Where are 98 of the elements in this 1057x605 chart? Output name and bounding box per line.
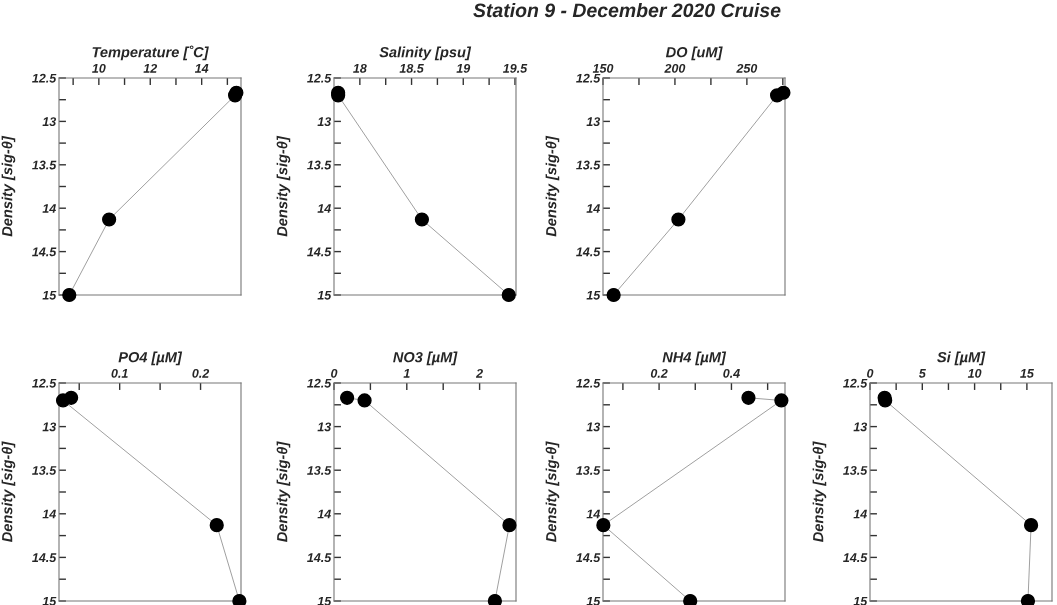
y-tick-label: 13.5 <box>32 466 57 475</box>
y-tick-label: 15 <box>42 596 57 605</box>
x-tick-label: 18.5 <box>399 63 424 73</box>
y-tick-label: 15 <box>317 290 332 300</box>
point <box>596 518 611 533</box>
y-tick-label: 12.5 <box>32 378 57 388</box>
point <box>606 287 621 303</box>
point <box>683 593 698 605</box>
y-tick-label: 12.5 <box>843 378 868 388</box>
x-tick-label: 1 <box>403 369 410 378</box>
y-tick-label: 15 <box>586 290 601 300</box>
y-tick-label: 15 <box>586 596 601 605</box>
y-tick-label: 15 <box>853 596 868 605</box>
y-tick-label: 14.5 <box>307 247 332 257</box>
x-tick-label: 0.2 <box>650 368 668 378</box>
point <box>414 212 429 227</box>
x-tick-label: 15 <box>1020 369 1034 378</box>
point <box>501 287 516 303</box>
x-axis-title: NO3 [µM] <box>393 351 458 366</box>
x-tick-label: 0.1 <box>111 368 128 378</box>
point <box>209 518 224 533</box>
y-axis-title: Density [sig-θ] <box>545 441 560 542</box>
point <box>340 390 355 405</box>
y-tick-label: 14 <box>42 509 57 519</box>
chart-title: Station 9 - December 2020 Cruise <box>473 2 781 18</box>
point <box>357 393 372 408</box>
point <box>55 393 71 408</box>
point <box>1020 593 1036 605</box>
point <box>102 212 117 227</box>
x-axis-title: DO [uM] <box>665 46 723 61</box>
x-tick-label: 150 <box>592 63 614 73</box>
point <box>487 593 502 605</box>
y-tick-label: 12.5 <box>307 378 332 388</box>
x-tick-label: 19 <box>456 63 471 73</box>
y-tick-label: 14 <box>586 204 601 213</box>
y-tick-label: 14.5 <box>32 553 57 563</box>
y-tick-label: 13.5 <box>576 466 601 475</box>
y-tick-label: 13 <box>317 117 332 127</box>
x-tick-label: 0 <box>867 368 874 378</box>
y-tick-label: 14.5 <box>576 247 601 257</box>
y-tick-label: 15 <box>317 596 332 605</box>
y-axis-title: Density [sig-θ] <box>1 135 16 237</box>
y-tick-label: 14 <box>586 509 601 519</box>
y-axis-title: Density [sig-θ] <box>1 441 16 542</box>
x-tick-label: 18 <box>353 63 367 73</box>
y-tick-label: 13 <box>42 117 57 127</box>
point <box>62 287 77 303</box>
y-tick-label: 13.5 <box>843 466 868 475</box>
y-tick-label: 14 <box>42 204 57 213</box>
x-axis-title: PO4 [µM] <box>118 351 183 366</box>
point <box>741 390 756 405</box>
point <box>232 593 247 605</box>
y-tick-label: 14.5 <box>307 553 332 563</box>
x-tick-label: 10 <box>967 368 982 378</box>
x-tick-label: 0 <box>331 368 338 378</box>
x-tick-label: 0.4 <box>723 368 740 378</box>
y-tick-label: 13 <box>853 422 868 432</box>
y-tick-label: 13 <box>586 117 601 127</box>
y-tick-label: 14 <box>317 509 332 519</box>
y-tick-label: 14.5 <box>32 247 57 257</box>
y-tick-label: 15 <box>42 290 57 300</box>
point <box>1023 518 1039 533</box>
y-axis-title: Density [sig-θ] <box>545 135 560 237</box>
x-axis-title: Si [µM] <box>937 351 986 366</box>
x-tick-label: 0.2 <box>192 368 210 378</box>
y-tick-label: 12.5 <box>32 73 57 83</box>
point <box>769 88 785 103</box>
y-tick-label: 13.5 <box>307 466 332 475</box>
y-tick-label: 12.5 <box>576 378 601 388</box>
x-tick-label: 5 <box>918 369 926 378</box>
y-tick-label: 13.5 <box>32 160 57 170</box>
y-tick-label: 14 <box>317 204 332 213</box>
x-tick-label: 200 <box>664 63 686 73</box>
y-axis-title: Density [sig-θ] <box>812 441 827 542</box>
y-tick-label: 14.5 <box>576 553 601 563</box>
x-axis-title: NH4 [µM] <box>662 351 727 366</box>
x-axis-title: Temperature [˚C] <box>92 45 209 61</box>
point <box>671 212 686 227</box>
x-tick-label: 2 <box>475 368 483 378</box>
y-tick-label: 14 <box>853 509 868 519</box>
y-tick-label: 13 <box>317 422 332 432</box>
y-tick-label: 12.5 <box>307 73 332 83</box>
y-tick-label: 13.5 <box>576 160 601 170</box>
y-axis-title: Density [sig-θ] <box>276 135 291 237</box>
point <box>774 393 789 408</box>
y-tick-label: 13 <box>42 422 57 432</box>
x-axis-title: Salinity [psu] <box>379 46 472 61</box>
x-tick-label: 12 <box>143 63 158 73</box>
point <box>502 518 517 533</box>
x-tick-label: 10 <box>92 63 106 73</box>
x-tick-label: 19.5 <box>503 63 528 73</box>
y-tick-label: 13 <box>586 422 601 432</box>
y-tick-label: 14.5 <box>843 553 868 563</box>
y-tick-label: 12.5 <box>576 73 601 83</box>
y-tick-label: 13.5 <box>307 160 332 170</box>
x-tick-label: 14 <box>194 64 209 73</box>
y-axis-title: Density [sig-θ] <box>276 441 291 542</box>
x-tick-label: 250 <box>736 63 758 73</box>
